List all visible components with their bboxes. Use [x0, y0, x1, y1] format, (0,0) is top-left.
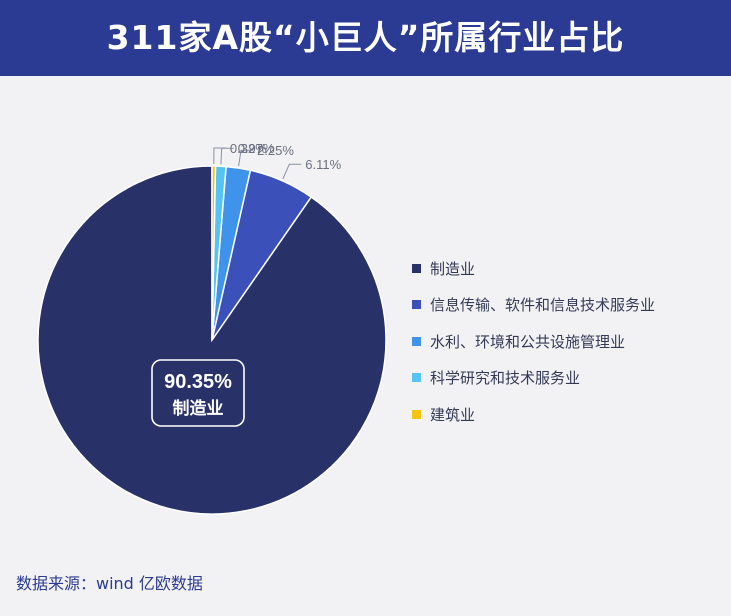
center-label-box: 90.35% 制造业	[151, 359, 245, 427]
leader-line-2	[282, 163, 302, 180]
leader-line-3	[238, 149, 254, 167]
legend-swatch	[412, 336, 421, 346]
legend-label: 信息传输、软件和信息技术服务业	[430, 296, 656, 315]
data-label-4: 0.97%	[238, 141, 275, 156]
data-label-3: 2.25%	[257, 143, 294, 158]
legend-item-1: 制造业	[412, 250, 655, 287]
legend-label: 水利、环境和公共设施管理业	[430, 332, 626, 351]
pie-slice-5	[211, 165, 217, 341]
legend-swatch	[412, 263, 421, 273]
legend-item-4: 科学研究和技术服务业	[412, 360, 655, 397]
center-label-name: 制造业	[173, 398, 224, 419]
page-title: 311家A股“小巨人”所属行业占比	[106, 18, 625, 57]
data-label-5: 0.32%	[230, 141, 267, 156]
legend-label: 建筑业	[430, 405, 476, 424]
legend-item-3: 水利、环境和公共设施管理业	[412, 323, 655, 360]
center-label-value: 90.35%	[164, 371, 232, 393]
leader-line-5	[213, 147, 226, 165]
header-banner: 311家A股“小巨人”所属行业占比	[0, 0, 731, 76]
legend-label: 制造业	[430, 259, 476, 278]
legend-swatch	[412, 409, 421, 419]
legend-swatch	[412, 373, 421, 383]
legend-swatch	[412, 300, 421, 310]
legend-item-5: 建筑业	[412, 396, 655, 433]
data-label-2: 6.11%	[305, 157, 341, 172]
legend-label: 科学研究和技术服务业	[430, 369, 581, 388]
source-note: 数据来源：wind 亿欧数据	[16, 574, 203, 593]
legend-item-2: 信息传输、软件和信息技术服务业	[412, 287, 655, 324]
chart-legend: 制造业信息传输、软件和信息技术服务业 水利、环境和公共设施管理业 科学研究和技术服务…	[412, 250, 655, 433]
